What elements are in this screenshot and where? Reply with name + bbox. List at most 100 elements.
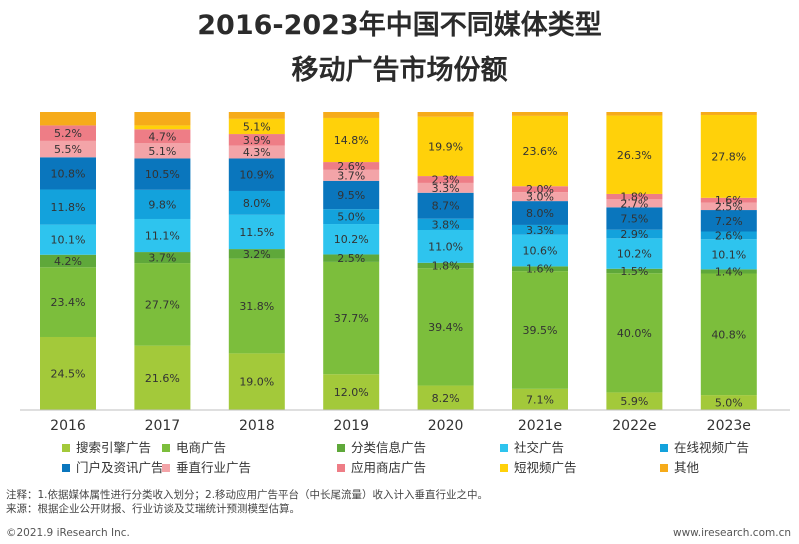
data-label-2022e-2: 1.5%	[620, 265, 648, 278]
data-label-2019-4: 5.0%	[337, 211, 365, 224]
legend-label-3: 社交广告	[514, 440, 564, 455]
data-label-2021e-2: 1.6%	[526, 263, 554, 276]
x-axis-labels-layer: 2016 2017 2018 2019 2020 2021e 2022e 2023e	[50, 418, 751, 434]
data-label-2021e-0: 7.1%	[526, 393, 554, 406]
website-url: www.iresearch.com.cn	[672, 527, 791, 539]
bar-segment-2018-0	[228, 353, 285, 410]
data-label-2022e-6: 2.7%	[620, 197, 648, 210]
bar-segment-2020-1	[417, 268, 474, 386]
bar-segment-2023e-6	[700, 202, 757, 211]
data-label-2017-0: 21.6%	[145, 372, 180, 385]
legend-label-1: 电商广告	[176, 440, 226, 455]
bar-segment-2017-2	[134, 252, 191, 264]
data-label-2016-2: 4.2%	[54, 255, 82, 268]
bar-segment-2019-3	[323, 224, 380, 255]
data-label-2019-1: 37.7%	[334, 312, 369, 325]
data-label-2020-4: 3.8%	[432, 218, 460, 231]
data-label-2021e-3: 10.6%	[523, 245, 558, 258]
bar-segment-2019-4	[323, 209, 380, 225]
data-label-2022e-0: 5.9%	[620, 395, 648, 408]
legend-swatch-1	[162, 444, 170, 452]
bar-segment-2017-1	[134, 263, 191, 346]
bar-segment-2019-9	[323, 112, 380, 118]
data-label-2017-5: 10.5%	[145, 168, 180, 181]
data-label-2021e-8: 23.6%	[523, 145, 558, 158]
bar-segment-2018-1	[228, 258, 285, 354]
bar-segment-2022e-7	[606, 193, 663, 200]
data-label-2018-7: 3.9%	[243, 134, 271, 147]
bar-segment-2019-8	[323, 117, 380, 163]
data-label-2017-4: 9.8%	[148, 198, 176, 211]
x-tick-label-2017: 2017	[145, 418, 181, 434]
bar-segment-2021e-3	[512, 234, 568, 267]
bar-segment-2016-2	[40, 254, 96, 268]
legend-label-8: 短视频广告	[514, 460, 577, 475]
legend-label-4: 在线视频广告	[674, 440, 749, 455]
data-label-2020-6: 3.3%	[432, 182, 460, 195]
data-label-2019-5: 9.5%	[337, 189, 365, 202]
data-label-2020-7: 2.3%	[432, 173, 460, 186]
data-label-2021e-5: 8.0%	[526, 207, 554, 220]
bar-segment-2018-9	[228, 112, 285, 119]
data-label-2021e-7: 2.0%	[526, 183, 554, 196]
bar-segment-2021e-9	[512, 112, 568, 116]
bar-segment-2020-9	[417, 112, 474, 117]
x-tick-label-2019: 2019	[333, 418, 369, 434]
data-label-2022e-8: 26.3%	[617, 149, 652, 162]
x-tick-label-2018: 2018	[239, 418, 275, 434]
data-label-2019-3: 10.2%	[334, 233, 369, 246]
bar-segment-2016-3	[40, 224, 96, 255]
bar-segment-2018-6	[228, 145, 285, 159]
chart-title-line-1: 2016-2023年中国不同媒体类型	[197, 10, 602, 41]
x-tick-label-2021e: 2021e	[518, 418, 562, 434]
bar-segment-2022e-1	[606, 273, 663, 393]
data-label-2022e-4: 2.9%	[620, 228, 648, 241]
bar-segment-2016-4	[40, 189, 96, 225]
chart-title-line-2: 移动广告市场份额	[291, 55, 508, 86]
segment-labels-layer: 24.5% 23.4% 4.2% 10.1% 11.8% 10.8% 5.5% 5.2% 21.…	[51, 120, 747, 409]
bar-segment-2022e-8	[606, 115, 663, 194]
bar-segment-2016-0	[40, 336, 96, 410]
data-label-2023e-7: 1.6%	[715, 194, 743, 207]
bar-segment-2017-9	[134, 112, 191, 126]
data-label-2017-1: 27.7%	[145, 298, 180, 311]
chart-note: 注释：1.依据媒体属性进行分类收入划分；2.移动应用广告平台（中长尾流量）收入计…	[6, 489, 489, 501]
data-label-2023e-6: 2.5%	[715, 200, 743, 213]
x-tick-label-2020: 2020	[428, 418, 464, 434]
data-label-2022e-5: 7.5%	[620, 213, 648, 226]
bar-segment-2017-8	[134, 125, 191, 130]
bar-segment-2017-3	[134, 218, 191, 253]
bar-segment-2018-8	[228, 118, 285, 135]
bar-segment-2020-6	[417, 182, 474, 193]
bar-segment-2017-6	[134, 143, 191, 159]
bar-segment-2022e-3	[606, 238, 663, 269]
bar-segment-2016-5	[40, 157, 96, 190]
bar-segment-2018-7	[228, 134, 285, 146]
data-label-2023e-5: 7.2%	[715, 215, 743, 228]
legend-swatch-0	[62, 444, 70, 452]
data-label-2016-3: 10.1%	[51, 234, 86, 247]
data-label-2016-7: 5.2%	[54, 127, 82, 140]
bar-segment-2023e-7	[700, 197, 757, 203]
data-label-2023e-2: 1.4%	[715, 265, 743, 278]
legend-label-0: 搜索引擎广告	[76, 440, 151, 455]
bar-segment-2021e-7	[512, 186, 568, 193]
bar-segment-2017-0	[134, 345, 191, 410]
data-label-2020-8: 19.9%	[428, 140, 463, 153]
legend-label-2: 分类信息广告	[351, 440, 426, 455]
legend-swatch-5	[62, 464, 70, 472]
bar-segment-2016-1	[40, 267, 96, 337]
data-label-2023e-0: 5.0%	[715, 397, 743, 410]
bar-segment-2021e-6	[512, 192, 568, 202]
legend-swatch-7	[337, 464, 345, 472]
bar-segment-2023e-0	[700, 395, 757, 410]
data-label-2019-7: 2.6%	[337, 160, 365, 173]
bar-segment-2023e-2	[700, 269, 757, 274]
x-tick-label-2022e: 2022e	[612, 418, 656, 434]
bar-segment-2021e-2	[512, 266, 568, 272]
bars-layer	[40, 112, 757, 410]
legend-label-5: 门户及资讯广告	[76, 460, 164, 475]
bar-segment-2023e-3	[700, 239, 757, 270]
